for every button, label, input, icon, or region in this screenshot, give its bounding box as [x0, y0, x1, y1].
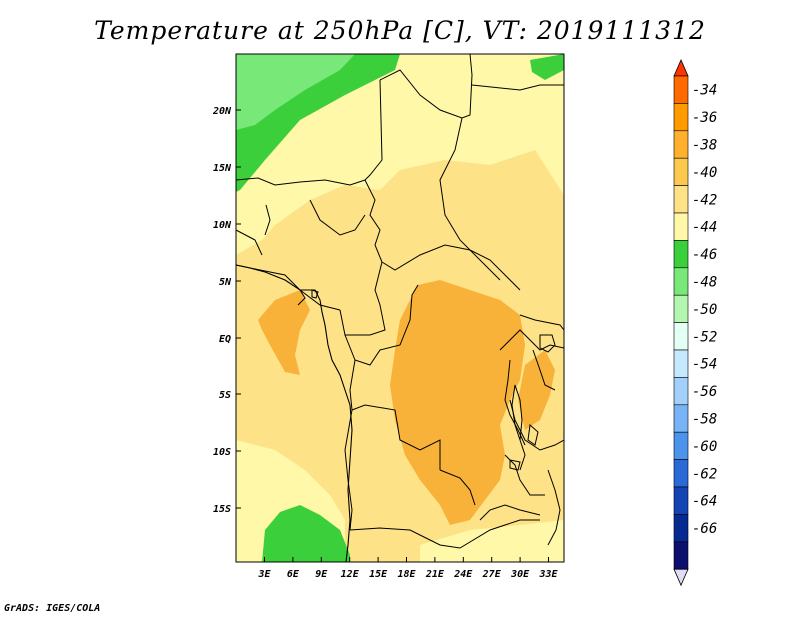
- field-minus46-northwest: [236, 54, 355, 130]
- colorbar-swatch: [673, 514, 689, 543]
- colorbar-label: -44: [692, 220, 717, 236]
- colorbar-label: -60: [692, 439, 717, 455]
- colorbar-label: -42: [692, 192, 717, 208]
- longitude-axis: 3E 6E 9E 12E 15E 18E 21E 24E 27E 30E 33E: [257, 557, 559, 580]
- colorbar-label: -64: [692, 494, 717, 510]
- colorbar-swatch: [673, 103, 689, 132]
- lat-label: 15S: [213, 504, 231, 515]
- colorbar-swatch: [673, 212, 689, 241]
- lat-label: 5S: [219, 390, 231, 401]
- field-minus44-southwest: [262, 505, 350, 562]
- colorbar-swatch: [673, 349, 689, 378]
- colorbar-swatch: [673, 431, 689, 460]
- colorbar-swatch: [673, 267, 689, 296]
- lon-label: 12E: [341, 569, 360, 580]
- lakes: [311, 289, 556, 471]
- lon-label: 24E: [453, 569, 473, 580]
- field-minus38-congo: [390, 280, 525, 525]
- lat-label: 10S: [213, 447, 231, 458]
- colorbar-swatch: [673, 459, 689, 488]
- temperature-field: [236, 54, 564, 562]
- field-minus38-westcoast: [258, 290, 310, 375]
- colorbar-swatch: [673, 240, 689, 269]
- colorbar-swatch: [673, 404, 689, 433]
- field-minus44-northeast: [530, 54, 564, 80]
- colorbar-label: -52: [692, 329, 717, 345]
- colorbar-swatch: [673, 486, 689, 515]
- colorbar: -34 -36 -38 -40 -42 -44 -46 -48 -50 -52 -54 -56 -58 -…: [673, 59, 717, 587]
- lat-label: EQ: [219, 334, 231, 345]
- plot-frame: [235, 53, 565, 563]
- colorbar-swatch: [673, 294, 689, 323]
- colorbar-top-arrow: [673, 59, 689, 77]
- lon-label: 21E: [425, 569, 445, 580]
- lon-label: 18E: [397, 569, 416, 580]
- lon-label: 9E: [315, 569, 328, 580]
- colorbar-swatch: [673, 75, 689, 104]
- lat-label: 10N: [213, 220, 232, 231]
- lon-label: 33E: [538, 569, 558, 580]
- lon-label: 15E: [369, 569, 388, 580]
- colorbar-swatch: [673, 157, 689, 186]
- colorbar-swatch: [673, 322, 689, 351]
- colorbar-label: -54: [692, 357, 717, 373]
- lon-label: 6E: [287, 569, 300, 580]
- lon-label: 3E: [257, 569, 271, 580]
- lat-label: 20N: [212, 106, 232, 117]
- colorbar-swatch: [673, 541, 689, 570]
- colorbar-swatch: [673, 377, 689, 406]
- colorbar-label: -36: [692, 110, 717, 126]
- colorbar-label: -40: [692, 165, 717, 181]
- latitude-axis: 20N 15N 10N 5N EQ 5S 10S 15S: [212, 106, 241, 515]
- colorbar-label: -66: [692, 521, 717, 537]
- field-minus42-southeast: [420, 520, 564, 562]
- map-title: Temperature at 250hPa [C], VT: 201911131…: [94, 16, 706, 45]
- coastline: [236, 264, 353, 562]
- colorbar-label: -46: [692, 247, 717, 263]
- colorbar-label: -56: [692, 384, 717, 400]
- colorbar-label: -48: [692, 275, 717, 291]
- colorbar-bottom-arrow: [673, 568, 689, 587]
- colorbar-label: -58: [692, 412, 717, 428]
- colorbar-label: -38: [692, 138, 717, 154]
- field-minus38-east: [518, 350, 555, 430]
- colorbar-label: -50: [692, 302, 717, 318]
- lat-label: 5N: [219, 277, 232, 288]
- grads-credit: GrADS: IGES/COLA: [4, 603, 101, 614]
- colorbar-swatch: [673, 130, 689, 159]
- colorbar-label: -34: [692, 83, 717, 99]
- colorbar-label: -62: [692, 466, 717, 482]
- colorbar-swatch: [673, 185, 689, 214]
- lat-label: 15N: [213, 163, 232, 174]
- lon-label: 30E: [510, 569, 530, 580]
- lon-label: 27E: [482, 569, 502, 580]
